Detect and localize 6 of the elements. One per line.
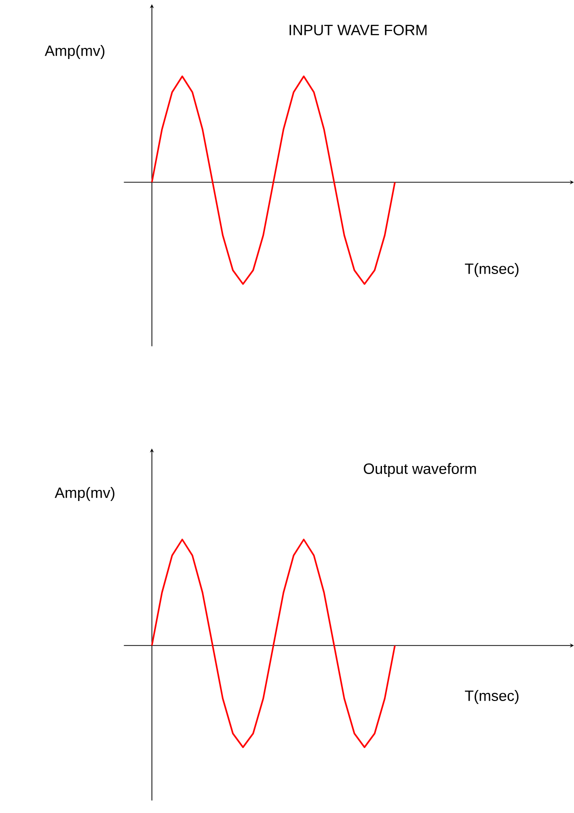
y-axis-title: Amp(mv): [44, 45, 104, 59]
x-axis-title: T(msec): [464, 690, 518, 704]
y-axis-title: Amp(mv): [54, 487, 114, 501]
chart-title: Output waveform: [364, 463, 476, 477]
chart-title: INPUT WAVE FORM: [290, 24, 426, 36]
x-axis-title: T(msec): [464, 263, 518, 277]
